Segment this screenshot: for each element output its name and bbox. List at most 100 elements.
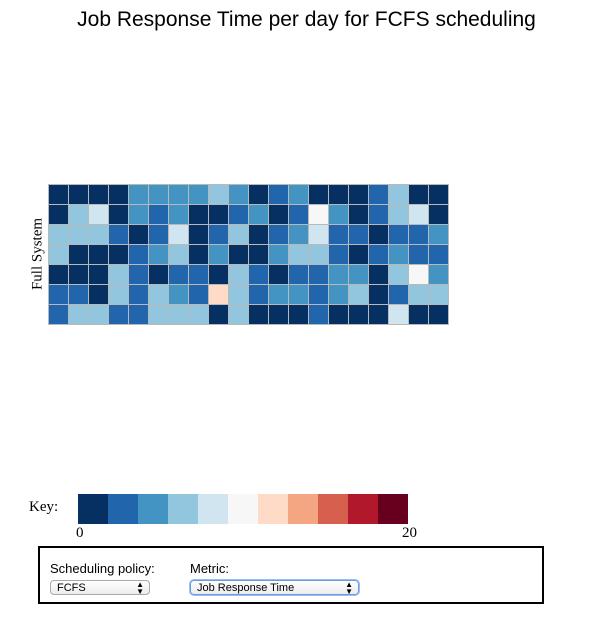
heatmap-cell — [428, 204, 449, 225]
heatmap-cell — [68, 264, 89, 285]
heatmap-cell — [128, 224, 149, 245]
heatmap-cell — [268, 224, 289, 245]
heatmap-cell — [108, 244, 129, 265]
heatmap-cell — [128, 284, 149, 305]
heatmap-cell — [288, 204, 309, 225]
metric-label: Metric: — [190, 561, 229, 576]
heatmap-cell — [208, 224, 229, 245]
heatmap-cell — [228, 304, 249, 325]
heatmap-cell — [168, 304, 189, 325]
heatmap-cell — [108, 264, 129, 285]
heatmap-cell — [428, 244, 449, 265]
heatmap-cell — [48, 264, 69, 285]
heatmap-cell — [408, 244, 429, 265]
heatmap-cell — [428, 284, 449, 305]
heatmap-cell — [168, 284, 189, 305]
key-label: Key: — [29, 499, 59, 515]
heatmap-cell — [368, 244, 389, 265]
key-swatch — [318, 494, 348, 524]
heatmap-cell — [68, 204, 89, 225]
heatmap-cell — [88, 264, 109, 285]
key-swatch — [228, 494, 258, 524]
heatmap-cell — [208, 284, 229, 305]
key-swatch — [78, 494, 108, 524]
scheduling-policy-select[interactable]: FCFS ▲ ▼ — [50, 580, 150, 595]
heatmap-cell — [248, 284, 269, 305]
heatmap-cell — [268, 304, 289, 325]
key-min-label: 0 — [76, 525, 84, 541]
heatmap-cell — [348, 284, 369, 305]
heatmap-cell — [108, 224, 129, 245]
heatmap-cell — [208, 264, 229, 285]
heatmap-cell — [288, 244, 309, 265]
heatmap-cell — [88, 184, 109, 205]
heatmap-cell — [428, 184, 449, 205]
heatmap-cell — [288, 284, 309, 305]
heatmap-cell — [428, 264, 449, 285]
heatmap-cell — [348, 244, 369, 265]
heatmap-cell — [348, 184, 369, 205]
heatmap-cell — [328, 204, 349, 225]
metric-select[interactable]: Job Response Time ▲ ▼ — [190, 580, 359, 595]
heatmap-cell — [208, 204, 229, 225]
heatmap-cell — [388, 224, 409, 245]
heatmap-cell — [328, 184, 349, 205]
heatmap-cell — [48, 184, 69, 205]
heatmap — [48, 184, 449, 325]
select-arrows-icon: ▲ ▼ — [345, 579, 353, 596]
heatmap-cell — [248, 304, 269, 325]
key-swatch — [168, 494, 198, 524]
heatmap-cell — [248, 204, 269, 225]
heatmap-cell — [328, 264, 349, 285]
heatmap-cell — [168, 224, 189, 245]
heatmap-cell — [368, 304, 389, 325]
heatmap-cell — [128, 184, 149, 205]
chart-title: Job Response Time per day for FCFS sched… — [77, 8, 536, 31]
heatmap-cell — [368, 264, 389, 285]
heatmap-cell — [48, 224, 69, 245]
heatmap-cell — [228, 284, 249, 305]
heatmap-cell — [348, 264, 369, 285]
heatmap-cell — [388, 264, 409, 285]
heatmap-cell — [128, 264, 149, 285]
heatmap-cell — [308, 184, 329, 205]
heatmap-cell — [328, 224, 349, 245]
heatmap-cell — [288, 224, 309, 245]
heatmap-cell — [88, 244, 109, 265]
heatmap-cell — [88, 284, 109, 305]
heatmap-cell — [228, 184, 249, 205]
heatmap-cell — [288, 184, 309, 205]
heatmap-cell — [68, 184, 89, 205]
heatmap-cell — [268, 244, 289, 265]
heatmap-cell — [128, 244, 149, 265]
key-swatch — [108, 494, 138, 524]
heatmap-cell — [388, 184, 409, 205]
heatmap-cell — [248, 244, 269, 265]
heatmap-cell — [388, 284, 409, 305]
heatmap-cell — [188, 304, 209, 325]
select-arrows-icon: ▲ ▼ — [136, 579, 144, 596]
heatmap-cell — [388, 304, 409, 325]
heatmap-cell — [308, 224, 329, 245]
heatmap-cell — [68, 224, 89, 245]
heatmap-cell — [368, 224, 389, 245]
scheduling-policy-value: FCFS — [57, 582, 86, 594]
heatmap-cell — [168, 204, 189, 225]
heatmap-cell — [328, 284, 349, 305]
heatmap-cell — [168, 184, 189, 205]
heatmap-cell — [208, 244, 229, 265]
key-swatch — [258, 494, 288, 524]
heatmap-cell — [208, 304, 229, 325]
key-swatch — [138, 494, 168, 524]
heatmap-cell — [248, 224, 269, 245]
y-axis-label: Full System — [29, 217, 46, 291]
scheduling-policy-label: Scheduling policy: — [50, 561, 155, 576]
heatmap-cell — [228, 244, 249, 265]
heatmap-cell — [348, 204, 369, 225]
heatmap-cell — [368, 184, 389, 205]
heatmap-cell — [68, 304, 89, 325]
heatmap-cell — [408, 204, 429, 225]
heatmap-cell — [148, 304, 169, 325]
heatmap-cell — [48, 244, 69, 265]
heatmap-cell — [368, 284, 389, 305]
